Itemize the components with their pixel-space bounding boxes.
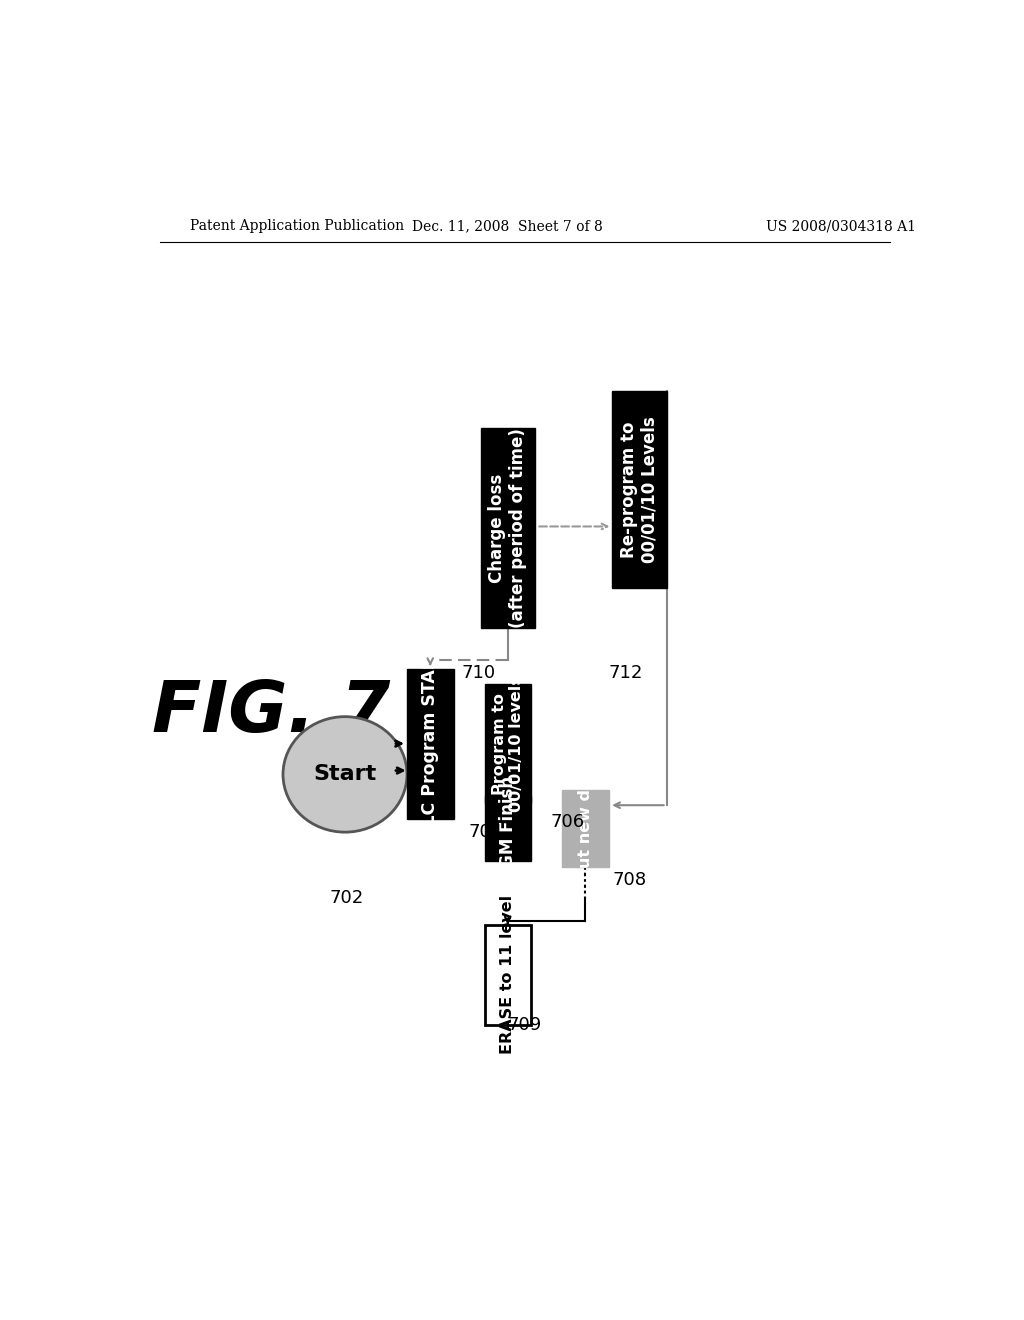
Text: 702: 702	[330, 888, 364, 907]
Text: MLC Program START: MLC Program START	[421, 644, 439, 843]
Text: PGM Finish: PGM Finish	[499, 776, 517, 880]
FancyBboxPatch shape	[484, 924, 531, 1024]
Text: 710: 710	[461, 664, 496, 681]
Text: US 2008/0304318 A1: US 2008/0304318 A1	[766, 219, 916, 234]
Text: Charge loss
(after period of time): Charge loss (after period of time)	[488, 428, 527, 628]
FancyBboxPatch shape	[484, 684, 531, 804]
Ellipse shape	[283, 717, 407, 832]
FancyBboxPatch shape	[407, 668, 454, 818]
Text: Program to
00/01/10 levels: Program to 00/01/10 levels	[492, 676, 524, 812]
Text: 708: 708	[612, 871, 646, 888]
Text: 709: 709	[508, 1015, 542, 1034]
FancyBboxPatch shape	[612, 391, 667, 587]
FancyBboxPatch shape	[480, 428, 535, 628]
Text: Patent Application Publication: Patent Application Publication	[190, 219, 404, 234]
Text: Re-program to
00/01/10 Levels: Re-program to 00/01/10 Levels	[621, 416, 658, 562]
FancyBboxPatch shape	[562, 789, 608, 867]
Text: Dec. 11, 2008  Sheet 7 of 8: Dec. 11, 2008 Sheet 7 of 8	[413, 219, 603, 234]
FancyBboxPatch shape	[484, 796, 531, 861]
Text: Start: Start	[313, 764, 377, 784]
Text: Input new data: Input new data	[578, 760, 593, 896]
Text: 712: 712	[608, 664, 643, 681]
Text: 706: 706	[550, 813, 585, 832]
Text: 704: 704	[469, 824, 503, 841]
Text: FIG. 7: FIG. 7	[153, 678, 390, 747]
Text: ERASE to 11 level: ERASE to 11 level	[501, 895, 515, 1055]
